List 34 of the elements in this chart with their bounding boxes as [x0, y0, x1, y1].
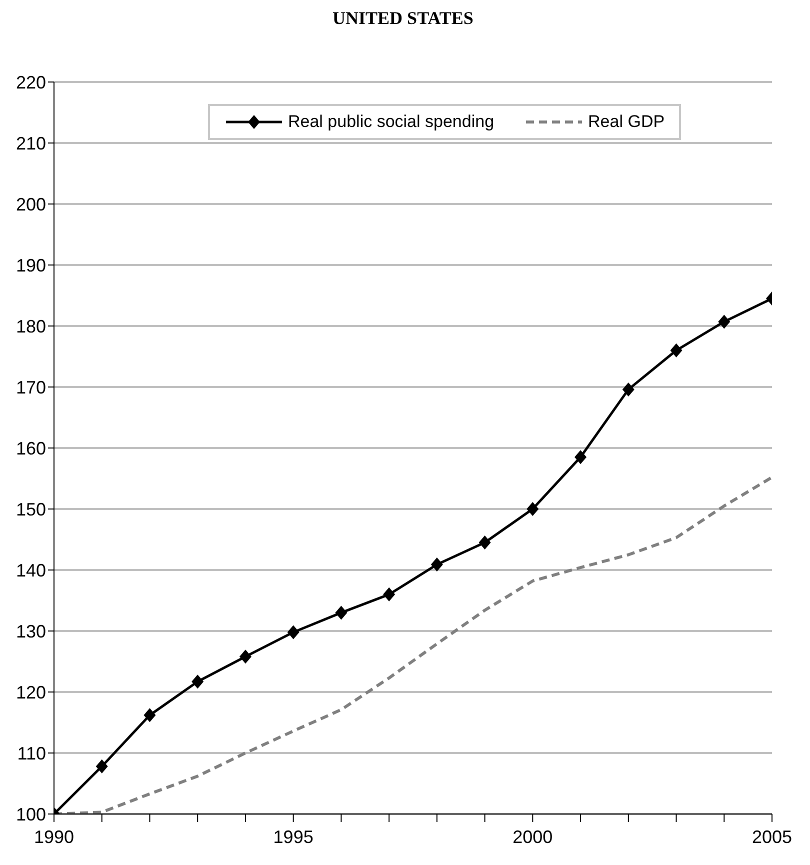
x-tick-label: 2005 — [752, 826, 792, 847]
y-tick-label: 170 — [16, 377, 46, 398]
point — [670, 343, 682, 358]
point — [574, 450, 587, 464]
point — [239, 650, 252, 664]
x-tick-label: 2000 — [512, 826, 553, 847]
x-tick-label: 1995 — [273, 826, 314, 847]
point — [478, 536, 491, 550]
point — [383, 587, 396, 602]
y-tick-label: 220 — [16, 72, 46, 92]
y-tick-label: 160 — [16, 438, 46, 458]
point — [335, 606, 348, 620]
point — [718, 314, 730, 329]
point — [287, 625, 300, 640]
y-tick-label: 140 — [16, 560, 46, 580]
y-tick-label: 130 — [16, 621, 46, 642]
point — [430, 558, 443, 572]
x-tick-label: 1990 — [34, 826, 74, 847]
y-tick-label: 200 — [16, 194, 46, 214]
y-tick-label: 210 — [16, 133, 46, 154]
y-tick-label: 190 — [16, 255, 46, 276]
point — [622, 382, 634, 396]
y-tick-label: 100 — [16, 804, 46, 824]
legend-label: Real GDP — [587, 112, 665, 132]
point — [526, 502, 539, 516]
y-tick-label: 150 — [16, 499, 46, 520]
point — [96, 759, 108, 774]
point — [144, 708, 156, 722]
chart-title: UNITED STATES — [332, 8, 474, 30]
y-tick-label: 180 — [16, 316, 46, 336]
y-tick-label: 110 — [17, 743, 46, 764]
point — [192, 674, 204, 689]
y-tick-label: 120 — [16, 682, 46, 702]
legend-label: Real public social spending — [287, 112, 494, 132]
